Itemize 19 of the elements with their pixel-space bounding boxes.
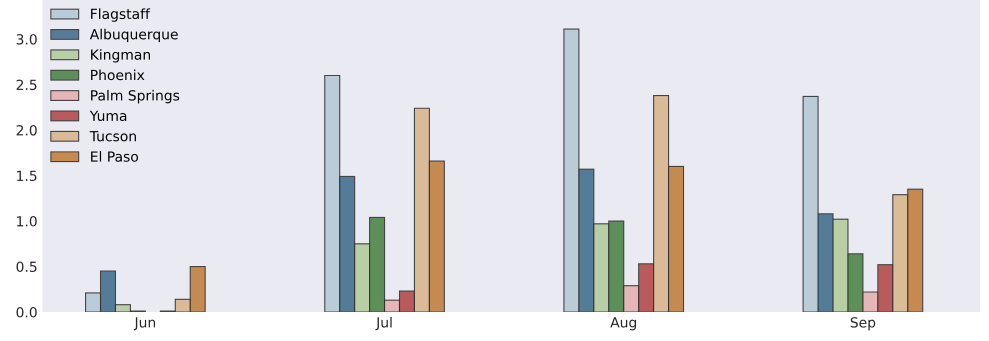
legend-label: Yuma [90,110,126,122]
legend-label: Albuquerque [90,28,178,42]
y-tick-label: 2.0 [16,125,37,136]
x-tick-label: Sep [850,317,876,330]
legend-label: Kingman [91,49,150,63]
y-tick-label: 0.5 [16,262,36,272]
y-tick-label: 3.0 [16,34,37,45]
legend-label: Phoenix [91,69,144,80]
x-tick-label: Jun [134,317,156,330]
y-tick-label: 2.5 [16,80,36,90]
x-tick-label: Aug [610,317,636,330]
legend-label: Flagstaff [91,8,150,22]
y-tick-label: 1.0 [17,216,37,227]
x-tick-label: Jul [375,316,392,330]
y-tick-label: 0.0 [16,306,37,318]
legend-label: Tucson [90,131,136,142]
legend-label: El Paso [91,151,138,162]
legend-label: Palm Springs [91,90,180,104]
y-tick-label: 1.5 [17,170,36,182]
